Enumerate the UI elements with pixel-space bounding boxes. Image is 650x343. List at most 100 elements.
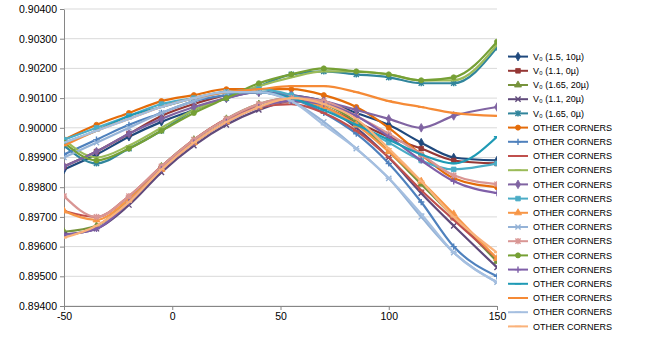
- point-marker: [288, 71, 294, 77]
- y-tick: 0.89900: [19, 151, 64, 163]
- point-marker: [419, 123, 424, 132]
- grid: [64, 9, 497, 306]
- point-marker: [386, 178, 392, 179]
- x-tick-mark: [389, 306, 390, 310]
- legend-marker: [515, 155, 521, 156]
- point-marker: [451, 252, 457, 253]
- legend-label: OTHER CORNERS: [533, 180, 612, 190]
- point-marker: [493, 254, 497, 260]
- point-marker: [191, 110, 196, 115]
- point-marker: [386, 157, 392, 158]
- point-marker: [494, 282, 497, 283]
- series: [64, 89, 497, 279]
- y-tick-label: 0.90000: [19, 122, 57, 134]
- legend-item: OTHER CORNERS: [508, 222, 612, 232]
- point-marker: [494, 115, 497, 116]
- point-marker: [353, 118, 359, 119]
- point-marker: [158, 106, 164, 107]
- point-marker: [288, 100, 294, 101]
- x-tick: 100: [380, 306, 398, 322]
- x-axis: -50050100150: [57, 306, 507, 322]
- series-line: [64, 104, 497, 258]
- chart: 0.894000.895000.896000.897000.898000.899…: [0, 0, 650, 343]
- legend-label: OTHER CORNERS: [533, 222, 612, 232]
- grid-line: [64, 38, 497, 39]
- y-tick-mark: [60, 98, 64, 99]
- y-tick: 0.89800: [19, 181, 64, 193]
- legend-marker: [516, 52, 521, 61]
- legend-item: OTHER CORNERS: [508, 123, 612, 133]
- series: [64, 94, 497, 263]
- legend-marker: [515, 169, 521, 170]
- point-marker: [126, 129, 131, 138]
- point-marker: [224, 90, 229, 95]
- legend-marker: [515, 110, 521, 116]
- point-marker: [288, 97, 294, 98]
- series-line: [64, 98, 497, 252]
- y-tick-label: 0.90100: [19, 92, 57, 104]
- point-marker: [158, 106, 164, 107]
- legend-label: OTHER CORNERS: [533, 165, 612, 175]
- y-tick-label: 0.89800: [19, 181, 57, 193]
- legend-item: OTHER CORNERS: [508, 251, 612, 261]
- point-marker: [126, 193, 132, 199]
- point-marker: [451, 112, 457, 113]
- legend-item: OTHER CORNERS: [508, 279, 612, 289]
- x-tick-label: 150: [489, 310, 507, 322]
- y-tick-label: 0.90300: [19, 33, 57, 45]
- point-marker: [495, 103, 497, 112]
- point-marker: [386, 139, 392, 140]
- point-marker: [64, 142, 67, 143]
- point-marker: [494, 252, 497, 253]
- point-marker: [289, 72, 294, 77]
- point-marker: [419, 78, 424, 83]
- point-marker: [321, 103, 327, 104]
- point-marker: [494, 190, 497, 196]
- point-marker: [353, 91, 359, 92]
- grid-line: [64, 187, 497, 188]
- legend-label: OTHER CORNERS: [533, 293, 612, 303]
- point-marker: [418, 151, 424, 157]
- legend-swatch: [508, 283, 528, 285]
- series: [64, 92, 497, 282]
- legend-item: OTHER CORNERS: [508, 194, 612, 204]
- point-marker: [191, 97, 197, 98]
- legend-item: V₀ (1.65, 20µ): [508, 80, 589, 90]
- point-marker: [451, 75, 456, 80]
- grid-line: [64, 9, 497, 10]
- legend-marker: [515, 139, 521, 145]
- y-tick: 0.89600: [19, 240, 64, 252]
- legend-label: OTHER CORNERS: [533, 137, 612, 147]
- legend-item: OTHER CORNERS: [508, 236, 612, 246]
- point-marker: [256, 88, 261, 97]
- series: [64, 98, 497, 238]
- legend-marker: [515, 125, 520, 130]
- x-tick-label: 0: [170, 310, 176, 322]
- point-marker: [126, 125, 131, 130]
- point-marker: [451, 178, 457, 184]
- legend-label: V₀ (1.5, 10µ): [533, 52, 584, 62]
- legend-marker: [516, 180, 521, 189]
- series: [64, 104, 497, 258]
- point-marker: [64, 207, 68, 213]
- point-marker: [93, 225, 99, 226]
- point-marker: [321, 86, 327, 87]
- legend: V₀ (1.5, 10µ)V₀ (1.1, 0µ)V₀ (1.65, 20µ)V…: [508, 52, 612, 332]
- series-line: [64, 92, 497, 163]
- point-marker: [94, 158, 99, 163]
- legend-marker: [516, 68, 521, 73]
- point-marker: [223, 121, 229, 122]
- legend-label: OTHER CORNERS: [533, 236, 612, 246]
- x-tick-mark: [172, 306, 173, 310]
- y-axis: 0.894000.895000.896000.897000.898000.899…: [19, 3, 64, 312]
- point-marker: [94, 140, 99, 145]
- point-marker: [224, 96, 229, 101]
- point-marker: [223, 91, 229, 92]
- legend-marker: [515, 238, 521, 244]
- legend-marker: [515, 297, 521, 298]
- point-marker: [451, 172, 457, 178]
- point-marker: [418, 157, 424, 163]
- point-marker: [321, 66, 326, 71]
- point-marker: [451, 216, 457, 217]
- y-tick: 0.89700: [19, 211, 64, 223]
